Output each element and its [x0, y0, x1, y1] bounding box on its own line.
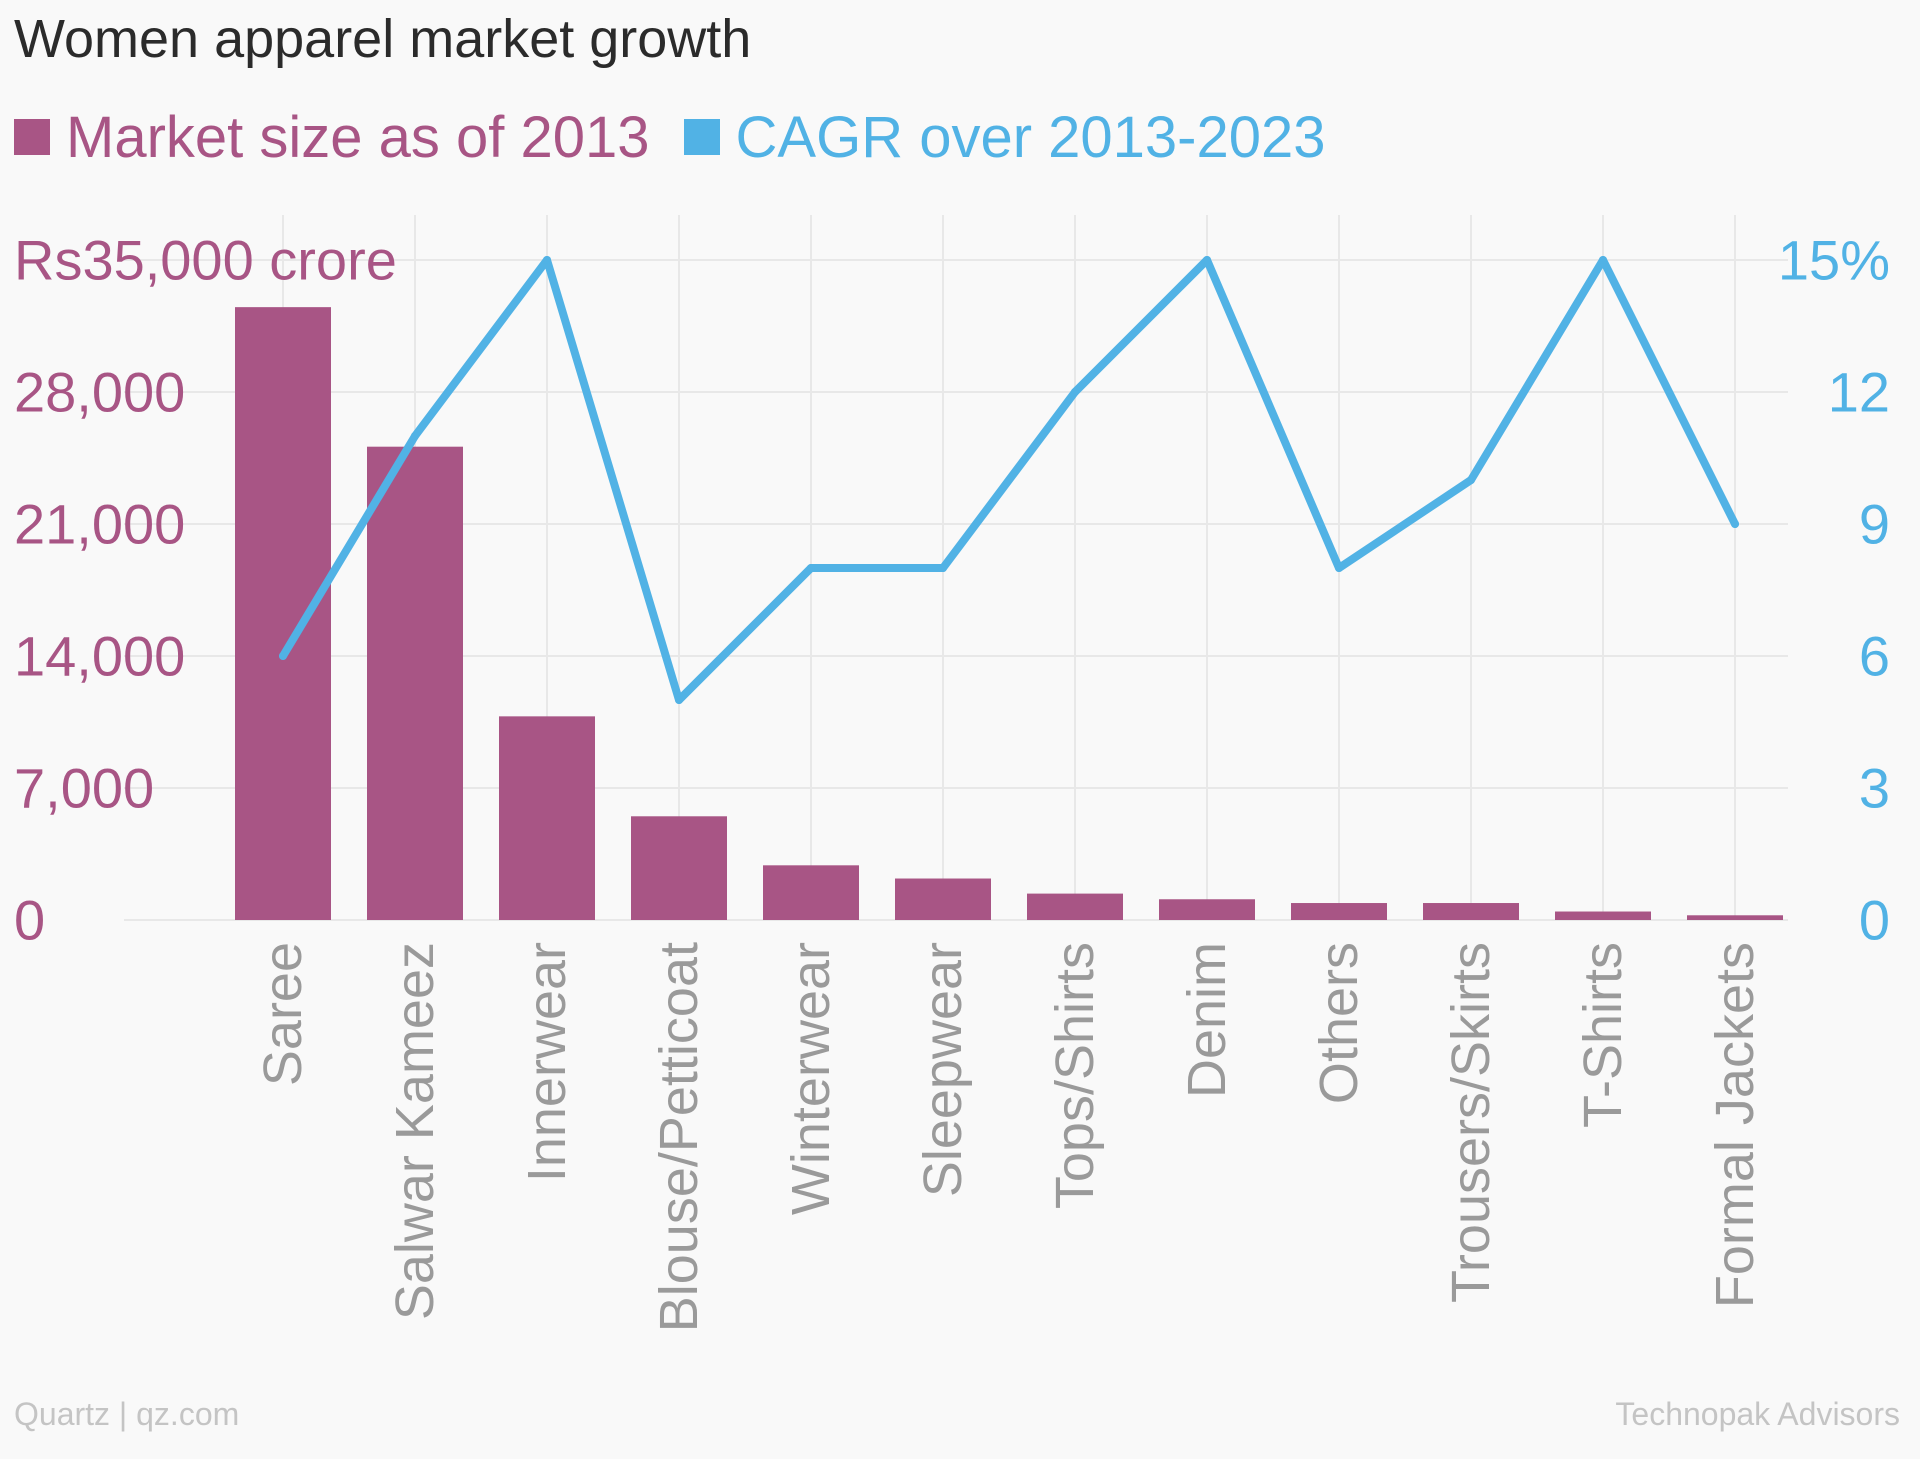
right-axis: 0 3 6 9 12 15% [1778, 229, 1890, 952]
bar[interactable] [895, 878, 991, 920]
bar[interactable] [1159, 899, 1255, 920]
left-axis-tick-label: 14,000 [14, 625, 185, 688]
category-tick-label: Sleepwear [913, 942, 973, 1197]
line-point[interactable] [939, 564, 947, 572]
bar-series-market-size [235, 307, 1783, 921]
line-series-cagr [279, 256, 1739, 704]
bar[interactable] [235, 307, 331, 921]
right-axis-tick-label: 3 [1859, 757, 1890, 820]
bar[interactable] [631, 816, 727, 920]
category-tick-label: Blouse/Petticoat [649, 942, 709, 1332]
left-axis-tick-label: 7,000 [14, 757, 154, 820]
category-tick-label: Trousers/Skirts [1441, 942, 1501, 1303]
bar[interactable] [1687, 915, 1783, 920]
category-tick-label: Tops/Shirts [1045, 942, 1105, 1209]
legend: Market size as of 2013 CAGR over 2013-20… [14, 102, 1360, 172]
category-tick-label: T-Shirts [1573, 942, 1633, 1128]
right-axis-tick-label: 12 [1828, 361, 1890, 424]
legend-item-market-size[interactable]: Market size as of 2013 [14, 104, 650, 171]
line-point[interactable] [807, 564, 815, 572]
right-axis-tick-label: 6 [1859, 625, 1890, 688]
left-axis-tick-label: Rs35,000 crore [14, 229, 397, 292]
legend-swatch-cagr [683, 119, 720, 155]
left-axis-tick-label: 21,000 [14, 493, 185, 556]
footer-source: Technopak Advisors [1615, 1396, 1900, 1432]
category-tick-label: Denim [1177, 942, 1237, 1098]
bar[interactable] [367, 446, 463, 920]
category-tick-label: Others [1309, 942, 1369, 1104]
bar[interactable] [1291, 903, 1387, 920]
category-axis: Saree Salwar Kameez Innerwear Blouse/Pettic… [253, 942, 1765, 1332]
category-tick-label: Salwar Kameez [385, 942, 445, 1320]
bar[interactable] [499, 716, 595, 920]
footer-credit: Quartz | qz.com [14, 1396, 240, 1432]
left-axis-tick-label: 28,000 [14, 361, 185, 424]
bar[interactable] [1027, 893, 1123, 920]
bar[interactable] [1555, 911, 1651, 920]
category-tick-label: Saree [253, 942, 313, 1086]
series-line-cagr[interactable] [279, 256, 1739, 704]
bar[interactable] [1423, 903, 1519, 920]
left-axis: 0 7,000 14,000 21,000 28,000 Rs35,000 crore [14, 229, 397, 952]
bar[interactable] [763, 865, 859, 920]
category-tick-label: Winterwear [781, 942, 841, 1215]
legend-swatch-market-size [14, 119, 50, 155]
right-axis-tick-label: 15% [1778, 229, 1890, 292]
line-point[interactable] [543, 256, 551, 264]
line-point[interactable] [1203, 256, 1211, 264]
line-point[interactable] [1335, 564, 1343, 572]
legend-item-cagr[interactable]: CAGR over 2013-2023 [683, 104, 1326, 171]
line-point[interactable] [1599, 256, 1607, 264]
right-axis-tick-label: 9 [1859, 493, 1890, 556]
line-point[interactable] [279, 652, 287, 660]
line-point[interactable] [1731, 520, 1739, 528]
line-point[interactable] [675, 696, 683, 704]
line-point[interactable] [1071, 388, 1079, 396]
category-tick-label: Formal Jackets [1705, 942, 1765, 1308]
chart-title: Women apparel market growth [14, 9, 752, 69]
line-point[interactable] [411, 432, 419, 440]
line-point[interactable] [1467, 476, 1475, 484]
left-axis-tick-label: 0 [14, 889, 45, 952]
right-axis-tick-label: 0 [1859, 889, 1890, 952]
category-tick-label: Innerwear [517, 942, 577, 1182]
legend-label-cagr: CAGR over 2013-2023 [735, 104, 1326, 170]
legend-label-market-size: Market size as of 2013 [66, 104, 650, 170]
